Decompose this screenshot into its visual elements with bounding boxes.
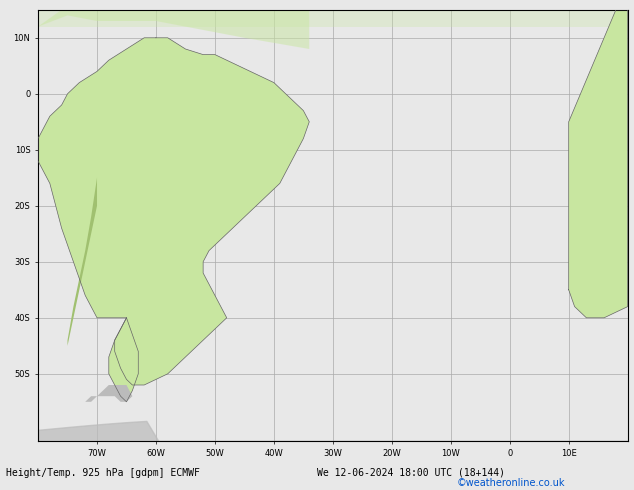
Polygon shape [68, 178, 97, 346]
Polygon shape [569, 10, 628, 318]
Text: Height/Temp. 925 hPa [gdpm] ECMWF: Height/Temp. 925 hPa [gdpm] ECMWF [6, 468, 200, 478]
Text: We 12-06-2024 18:00 UTC (18+144): We 12-06-2024 18:00 UTC (18+144) [317, 468, 505, 478]
Polygon shape [38, 10, 628, 26]
Polygon shape [109, 318, 138, 402]
Polygon shape [38, 38, 309, 385]
Polygon shape [38, 10, 309, 49]
Text: ©weatheronline.co.uk: ©weatheronline.co.uk [456, 478, 565, 488]
Polygon shape [85, 385, 133, 402]
